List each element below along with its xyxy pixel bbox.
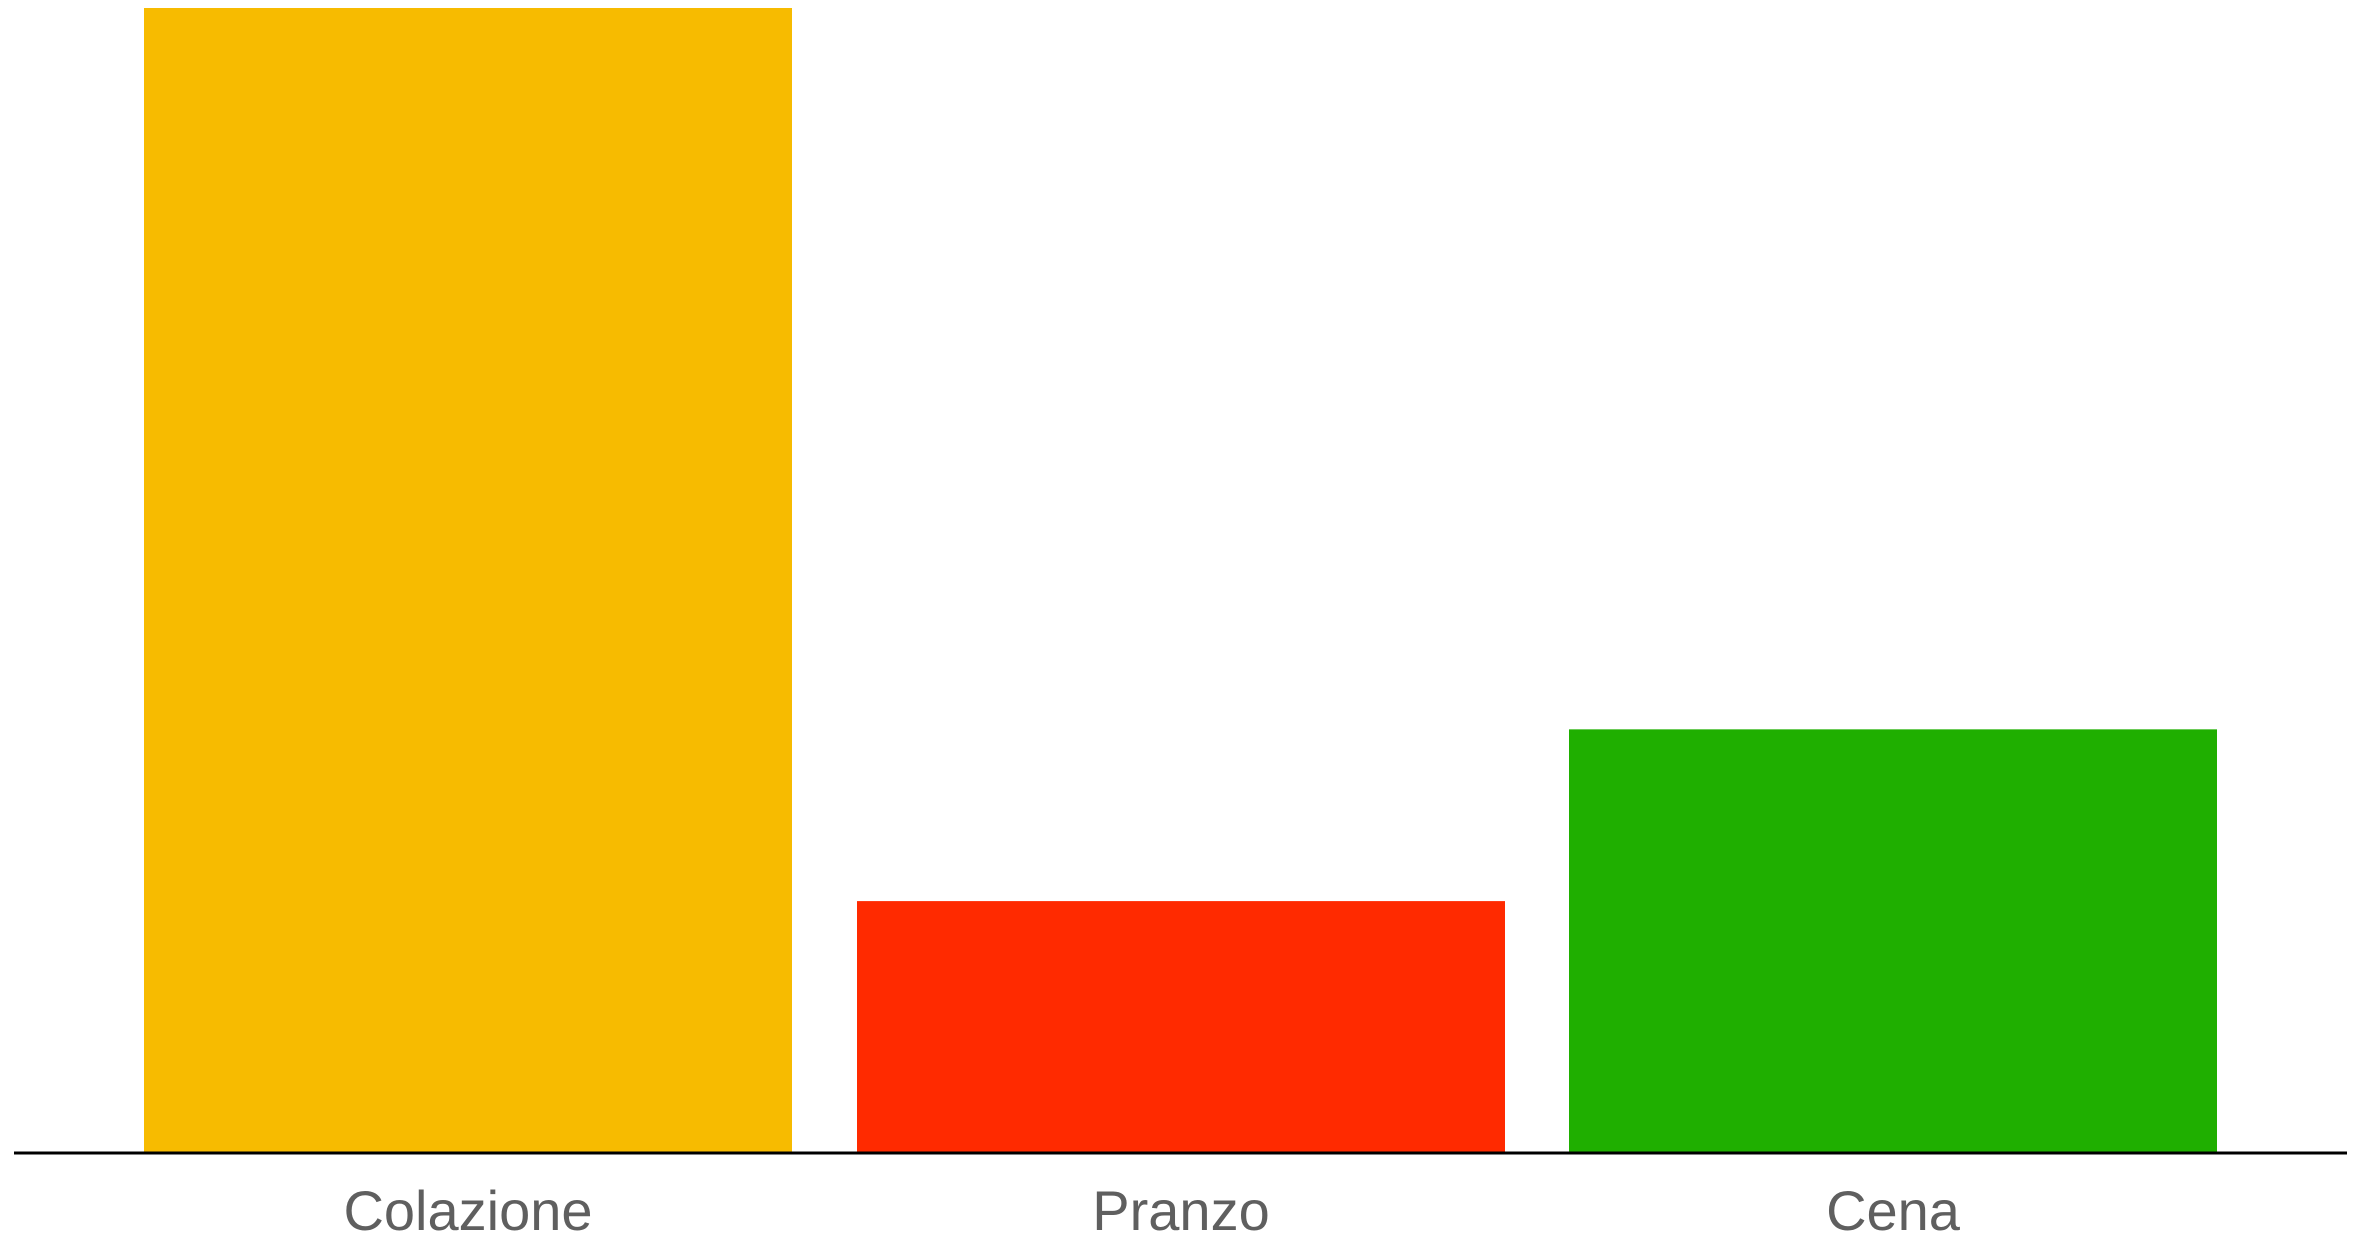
x-tick-labels: Colazione Pranzo Cena xyxy=(343,1179,1961,1242)
bar-colazione xyxy=(144,8,792,1153)
x-tick-label-pranzo: Pranzo xyxy=(1092,1179,1269,1241)
x-tick-label-cena: Cena xyxy=(1826,1179,1961,1241)
bars-group xyxy=(144,8,2217,1153)
x-tick-label-colazione: Colazione xyxy=(343,1179,592,1241)
bar-pranzo xyxy=(857,901,1505,1153)
bar-cena xyxy=(1569,729,2217,1153)
